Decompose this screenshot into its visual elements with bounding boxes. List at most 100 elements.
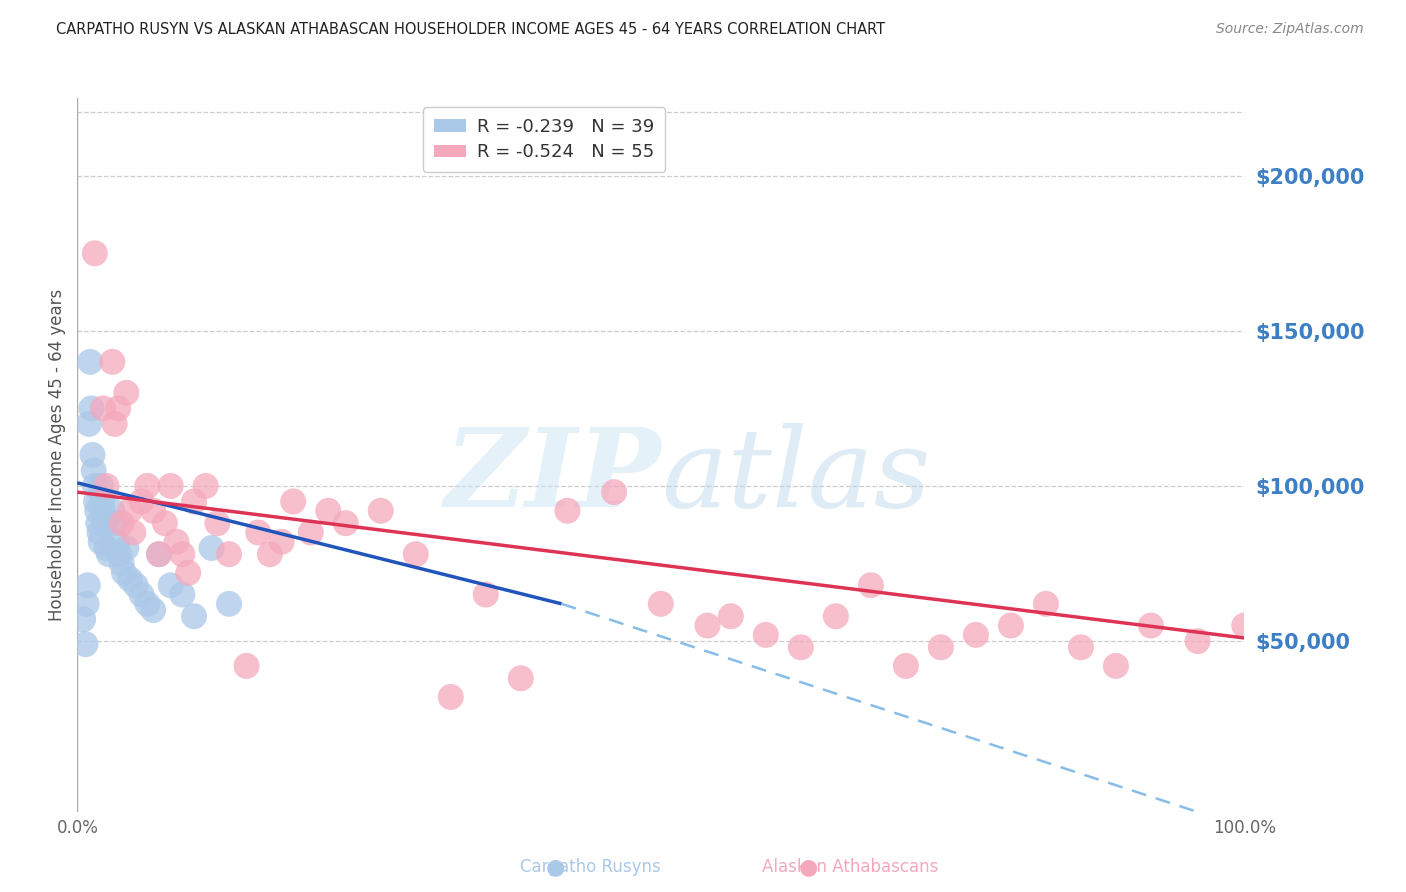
Point xyxy=(603,485,626,500)
Point xyxy=(76,578,98,592)
Point xyxy=(108,547,131,561)
Point xyxy=(440,690,463,704)
Point xyxy=(159,578,181,592)
Legend: R = -0.239   N = 39, R = -0.524   N = 55: R = -0.239 N = 39, R = -0.524 N = 55 xyxy=(423,107,665,172)
Point xyxy=(316,504,339,518)
Point xyxy=(111,557,134,571)
Point xyxy=(101,504,124,518)
Point xyxy=(650,597,672,611)
Point xyxy=(125,578,148,592)
Point xyxy=(105,534,128,549)
Point xyxy=(207,516,229,531)
Point xyxy=(111,516,134,531)
Point xyxy=(83,463,105,477)
Point xyxy=(90,479,112,493)
Point xyxy=(136,597,159,611)
Point xyxy=(370,504,392,518)
Point xyxy=(172,547,194,561)
Point xyxy=(335,516,357,531)
Point xyxy=(299,525,322,540)
Text: Alaskan Athabascans: Alaskan Athabascans xyxy=(762,858,939,876)
Point xyxy=(142,603,165,617)
Point xyxy=(93,516,115,531)
Text: CARPATHO RUSYN VS ALASKAN ATHABASCAN HOUSEHOLDER INCOME AGES 45 - 64 YEARS CORRE: CARPATHO RUSYN VS ALASKAN ATHABASCAN HOU… xyxy=(56,22,886,37)
Point xyxy=(166,534,188,549)
Point xyxy=(218,547,240,561)
Point xyxy=(118,572,141,586)
Point xyxy=(104,516,127,531)
Point xyxy=(122,525,145,540)
Text: ●: ● xyxy=(546,857,565,877)
Text: ●: ● xyxy=(799,857,818,877)
Point xyxy=(77,417,100,431)
Point xyxy=(159,479,181,493)
Point xyxy=(859,578,882,592)
Point xyxy=(183,494,205,508)
Point xyxy=(112,566,135,580)
Point xyxy=(148,547,170,561)
Point xyxy=(1105,659,1128,673)
Point xyxy=(929,640,952,655)
Point xyxy=(131,494,153,508)
Point xyxy=(89,525,111,540)
Point xyxy=(696,618,718,632)
Point xyxy=(82,448,104,462)
Point xyxy=(97,547,120,561)
Point xyxy=(91,504,114,518)
Point xyxy=(720,609,742,624)
Point xyxy=(283,494,305,508)
Text: ZIP: ZIP xyxy=(444,423,661,530)
Point xyxy=(136,479,159,493)
Point xyxy=(755,628,778,642)
Y-axis label: Householder Income Ages 45 - 64 years: Householder Income Ages 45 - 64 years xyxy=(48,289,66,621)
Point xyxy=(218,597,240,611)
Point xyxy=(790,640,813,655)
Point xyxy=(80,401,103,416)
Point xyxy=(194,479,217,493)
Point xyxy=(1187,634,1209,648)
Text: Source: ZipAtlas.com: Source: ZipAtlas.com xyxy=(1216,22,1364,37)
Point xyxy=(91,401,114,416)
Point xyxy=(1140,618,1163,632)
Text: Carpatho Rusyns: Carpatho Rusyns xyxy=(520,858,661,876)
Point xyxy=(83,246,105,260)
Point xyxy=(115,541,138,555)
Point xyxy=(96,541,118,555)
Point xyxy=(87,516,110,531)
Point xyxy=(965,628,987,642)
Point xyxy=(509,671,531,685)
Point xyxy=(405,547,427,561)
Point xyxy=(107,401,129,416)
Point xyxy=(76,597,98,611)
Point xyxy=(475,588,498,602)
Point xyxy=(1000,618,1022,632)
Point xyxy=(177,566,200,580)
Point xyxy=(118,504,141,518)
Point xyxy=(115,385,138,400)
Point xyxy=(825,609,848,624)
Point xyxy=(84,494,107,508)
Point xyxy=(894,659,917,673)
Point xyxy=(75,637,97,651)
Point xyxy=(1233,618,1256,632)
Point xyxy=(131,588,153,602)
Point xyxy=(104,417,127,431)
Point xyxy=(148,547,170,561)
Point xyxy=(96,479,118,493)
Point xyxy=(172,588,194,602)
Point xyxy=(259,547,281,561)
Point xyxy=(235,659,257,673)
Point xyxy=(153,516,176,531)
Point xyxy=(90,534,112,549)
Point xyxy=(247,525,270,540)
Point xyxy=(200,541,222,555)
Point xyxy=(1035,597,1057,611)
Point xyxy=(142,504,165,518)
Point xyxy=(557,504,579,518)
Point xyxy=(183,609,205,624)
Point xyxy=(79,355,101,369)
Text: atlas: atlas xyxy=(661,423,931,530)
Point xyxy=(1070,640,1092,655)
Point xyxy=(83,479,105,493)
Point xyxy=(72,612,94,626)
